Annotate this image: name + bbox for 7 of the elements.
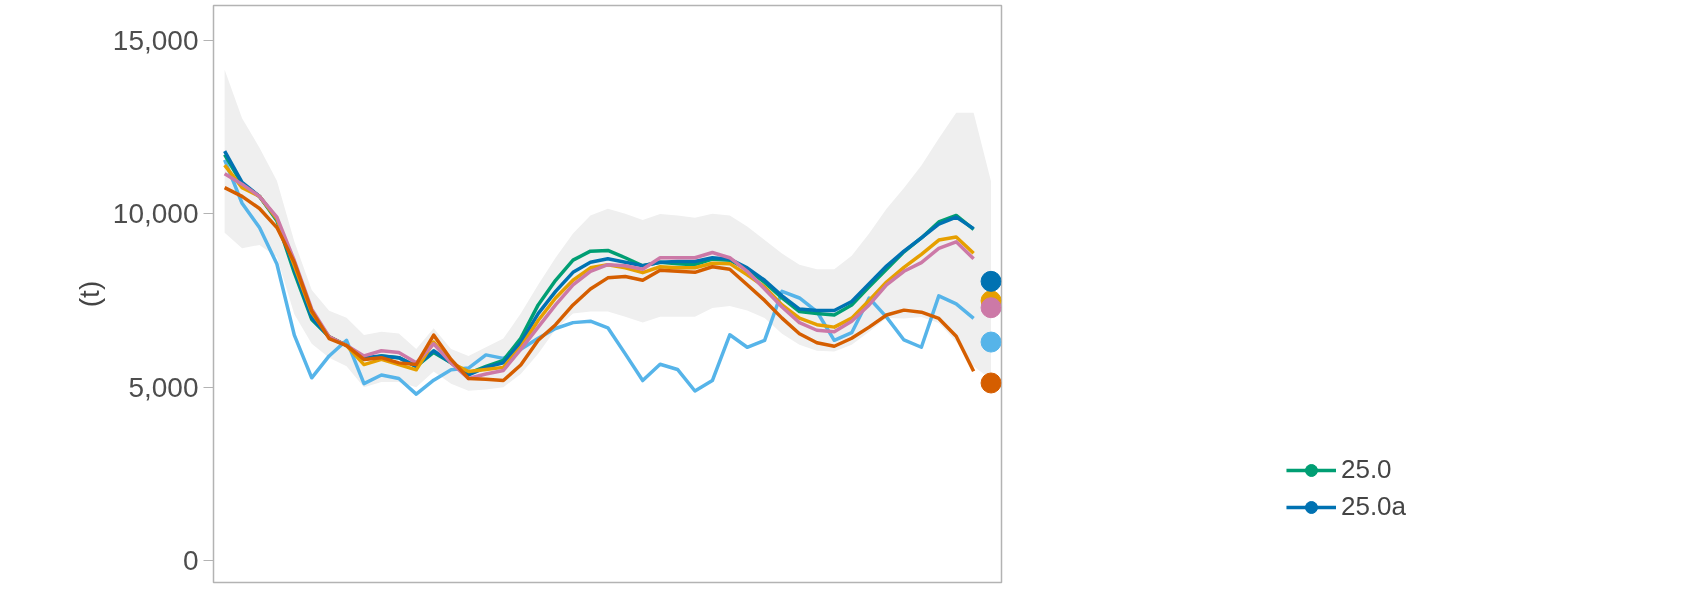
y-tick-label: 10,000	[112, 198, 199, 230]
y-tick-label: 5,000	[128, 371, 199, 403]
y-tick-label: 15,000	[112, 24, 199, 56]
y-axis-title: (t)	[73, 280, 105, 308]
y-tick-label: 0	[182, 545, 199, 577]
legend-label: 25.0	[1340, 454, 1392, 485]
legend-label: 25.0a	[1340, 491, 1407, 522]
